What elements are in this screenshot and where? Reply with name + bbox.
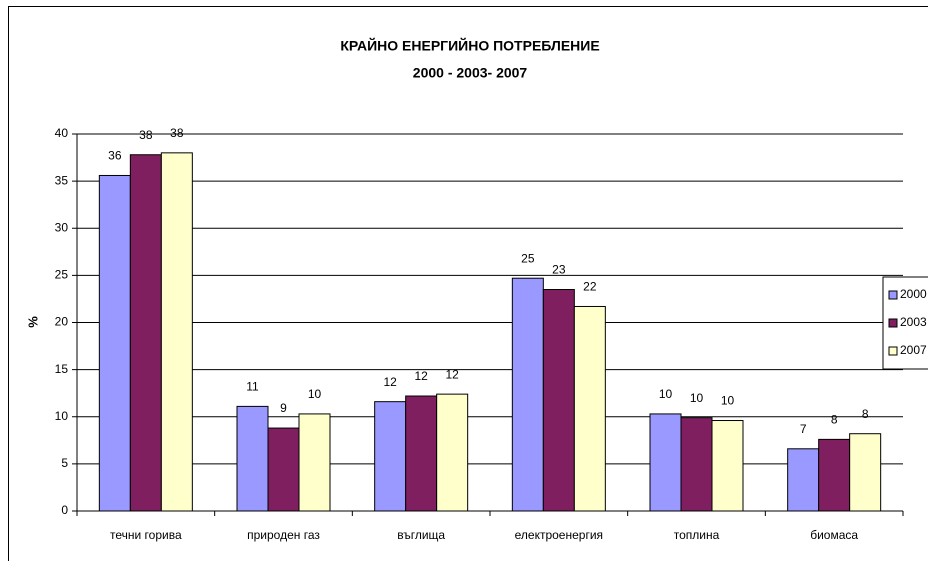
legend-label: 2003: [900, 315, 927, 329]
bar: [787, 448, 820, 512]
bar: [511, 277, 544, 512]
y-tick-label: 30: [55, 220, 69, 234]
bar: [680, 417, 713, 512]
y-tick-label: 0: [61, 503, 68, 517]
x-tick-label: природен газ: [247, 528, 320, 542]
value-label: 12: [445, 367, 459, 381]
value-label: 8: [862, 407, 869, 421]
chart-subtitle: 2000 - 2003- 2007: [413, 65, 528, 81]
value-label: 11: [246, 380, 259, 394]
legend-label: 2007: [900, 343, 927, 357]
x-tick-label: биомаса: [810, 528, 858, 542]
bar: [711, 420, 744, 512]
bar: [405, 395, 438, 512]
y-tick-label: 25: [55, 268, 69, 282]
bar: [160, 152, 193, 512]
bar: [573, 305, 606, 512]
x-tick-label: течни горива: [110, 528, 182, 542]
x-tick-label: топлина: [674, 528, 720, 542]
value-label: 12: [414, 369, 428, 383]
bar: [98, 174, 131, 512]
bar: [436, 393, 469, 512]
y-tick-label: 15: [55, 362, 69, 376]
value-label: 8: [831, 413, 838, 427]
value-label: 38: [170, 126, 184, 140]
legend-swatch: [888, 290, 898, 300]
y-axis-label: %: [25, 316, 40, 328]
x-tick-label: електроенергия: [515, 528, 603, 542]
bar: [542, 289, 575, 512]
bar: [267, 427, 300, 512]
bar: [649, 413, 682, 512]
bar: [129, 154, 162, 512]
legend-swatch: [888, 346, 898, 356]
bar: [849, 433, 882, 512]
y-tick-label: 40: [55, 126, 69, 140]
bar: [298, 413, 331, 512]
value-label: 25: [521, 251, 535, 265]
value-label: 10: [690, 391, 704, 405]
legend-swatch: [888, 318, 898, 328]
y-tick-label: 20: [55, 315, 69, 329]
bar: [374, 401, 407, 512]
bar: [236, 405, 269, 512]
value-label: 12: [383, 375, 397, 389]
value-label: 22: [583, 280, 597, 294]
y-tick-label: 10: [55, 409, 69, 423]
value-label: 9: [280, 401, 287, 415]
y-tick-label: 5: [61, 456, 68, 470]
value-label: 7: [800, 422, 807, 436]
legend-label: 2000: [900, 287, 927, 301]
value-label: 10: [721, 394, 735, 408]
value-label: 36: [108, 149, 122, 163]
x-tick-label: въглища: [397, 528, 445, 542]
chart-title: КРАЙНО ЕНЕРГИЙНО ПОТРЕБЛЕНИЕ: [340, 37, 599, 54]
bar: [818, 438, 851, 512]
value-label: 38: [139, 128, 153, 142]
y-tick-label: 35: [55, 173, 69, 187]
value-label: 10: [659, 387, 673, 401]
value-label: 23: [552, 263, 566, 277]
value-label: 10: [308, 387, 322, 401]
